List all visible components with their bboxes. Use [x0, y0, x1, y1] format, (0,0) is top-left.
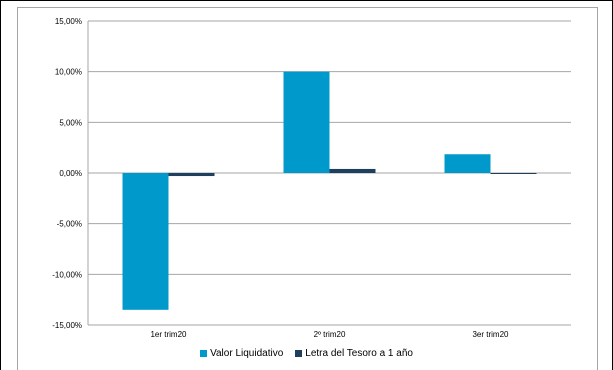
bar-series-1-1	[329, 168, 376, 173]
x-tick-label: 2º trim20	[314, 330, 346, 339]
bar-series-1-2	[490, 173, 537, 174]
bar-series-0-1	[283, 71, 330, 173]
bar-series-1-0	[168, 173, 215, 177]
legend-item-series-1: Letra del Tesoro a 1 año	[295, 348, 413, 359]
legend-swatch	[200, 350, 208, 357]
legend-swatch	[295, 350, 303, 357]
x-axis-ticks: 1er trim20 2º trim20 3er trim20	[150, 330, 509, 339]
y-axis-ticks: 15,00% 10,00% 5,00% 0,00% -5,00% -10,00% -15,0…	[52, 17, 82, 330]
legend-label: Letra del Tesoro a 1 año	[305, 348, 413, 359]
legend-item-series-0: Valor Liquidativo	[200, 348, 283, 359]
bar-series-0-0	[122, 173, 169, 310]
y-tick-label: 0,00%	[59, 169, 82, 178]
bar-series-0-2	[444, 154, 491, 173]
chart-area	[17, 7, 598, 370]
y-tick-label: 5,00%	[59, 118, 82, 127]
y-tick-label: 15,00%	[55, 17, 82, 26]
bars	[122, 71, 537, 310]
y-tick-label: -5,00%	[57, 220, 82, 229]
legend: Valor Liquidativo Letra del Tesoro a 1 a…	[0, 348, 613, 359]
legend-label: Valor Liquidativo	[210, 348, 284, 359]
x-tick-label: 3er trim20	[472, 330, 509, 339]
x-tick-label: 1er trim20	[150, 330, 187, 339]
y-tick-label: -10,00%	[52, 270, 82, 279]
y-tick-label: 10,00%	[55, 68, 82, 77]
y-tick-label: -15,00%	[52, 321, 82, 330]
